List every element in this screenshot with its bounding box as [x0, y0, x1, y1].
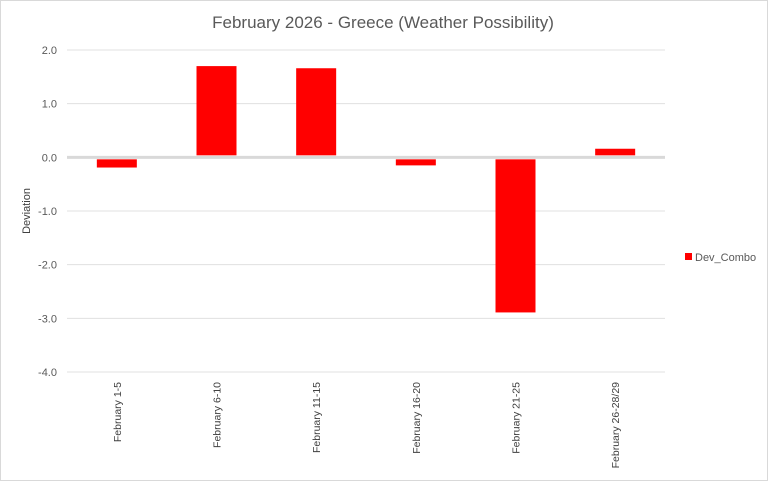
y-tick-label: -3.0 — [38, 313, 57, 325]
bar — [495, 159, 536, 313]
bar — [395, 159, 436, 166]
y-tick-label: -4.0 — [38, 367, 57, 379]
bar — [296, 68, 337, 156]
legend-label: Dev_Combo — [695, 252, 756, 264]
x-tick-label: February 1-5 — [112, 382, 124, 442]
x-tick-label: February 26-28/29 — [610, 382, 622, 469]
legend-swatch — [685, 253, 692, 260]
legend: Dev_Combo — [685, 252, 756, 264]
y-tick-label: -2.0 — [38, 260, 57, 272]
x-tick-label: February 16-20 — [411, 382, 423, 454]
chart-title: February 2026 - Greece (Weather Possibil… — [212, 13, 554, 32]
y-tick-label: 2.0 — [42, 45, 57, 57]
bar — [96, 159, 137, 168]
bar — [196, 66, 237, 156]
x-tick-label: February 11-15 — [311, 382, 323, 453]
x-tick-label: February 6-10 — [212, 382, 224, 448]
y-tick-label: 0.0 — [42, 152, 57, 164]
y-tick-label: 1.0 — [42, 99, 57, 111]
x-tick-label: February 21-25 — [511, 382, 523, 454]
y-tick-label: -1.0 — [38, 206, 57, 218]
y-axis-label: Deviation — [21, 188, 33, 234]
bar — [595, 148, 636, 156]
